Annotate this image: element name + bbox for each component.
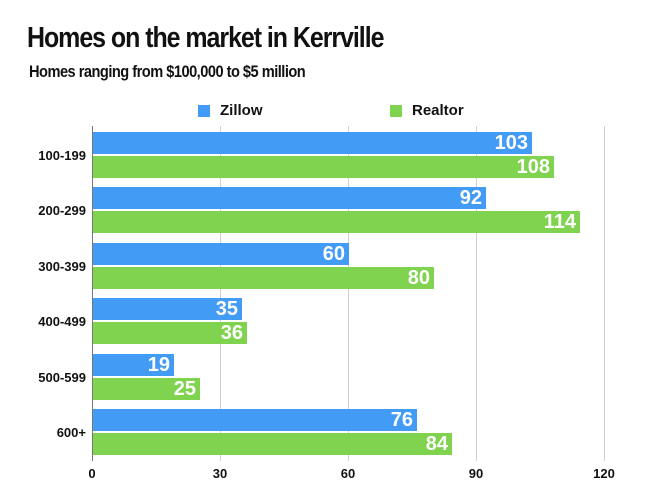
bar-realtor: 25: [93, 378, 200, 400]
bar-realtor: 84: [93, 433, 452, 455]
category-label: 100-199: [38, 148, 86, 163]
bar-zillow: 103: [93, 132, 532, 154]
category-label: 500-599: [38, 370, 86, 385]
bar-zillow: 92: [93, 187, 486, 209]
bar-value: 114: [543, 210, 576, 233]
category-label: 200-299: [38, 203, 86, 218]
category-label: 600+: [56, 425, 86, 440]
category-label: 400-499: [38, 314, 86, 329]
bar-value: 60: [322, 242, 345, 265]
legend-item-realtor: Realtor: [390, 102, 464, 119]
bar-zillow: 60: [93, 243, 349, 265]
bar-value: 19: [147, 353, 170, 376]
bar-value: 36: [220, 321, 243, 344]
legend-swatch-realtor: [390, 104, 402, 117]
chart-title: Homes on the market in Kerrville: [27, 22, 384, 54]
bar-value: 76: [390, 408, 413, 431]
y-axis-line: [92, 126, 93, 461]
category-label: 300-399: [38, 259, 86, 274]
bar-realtor: 108: [93, 156, 554, 178]
x-tick-label: 0: [88, 466, 96, 481]
bar-value: 84: [425, 432, 448, 455]
bar-realtor: 114: [93, 211, 580, 233]
gridline-60: [348, 126, 349, 461]
bar-value: 80: [407, 266, 430, 289]
bar-realtor: 36: [93, 322, 247, 344]
legend-label-realtor: Realtor: [412, 102, 464, 119]
bar-value: 92: [459, 186, 482, 209]
bar-value: 108: [516, 155, 550, 178]
bar-zillow: 35: [93, 298, 242, 320]
legend-swatch-zillow: [198, 104, 210, 117]
gridline-30: [220, 126, 221, 461]
chart-subtitle: Homes ranging from $100,000 to $5 millio…: [29, 62, 306, 81]
legend-item-zillow: Zillow: [198, 102, 263, 119]
x-tick-label: 90: [468, 466, 484, 481]
gridline-90: [476, 126, 477, 461]
bar-value: 35: [215, 297, 238, 320]
legend-label-zillow: Zillow: [220, 102, 263, 119]
bar-zillow: 19: [93, 354, 174, 376]
bar-zillow: 76: [93, 409, 417, 431]
gridline-120: [604, 126, 605, 461]
bar-realtor: 80: [93, 267, 434, 289]
bar-value: 103: [494, 131, 528, 154]
x-tick-label: 120: [593, 466, 615, 481]
x-tick-label: 60: [340, 466, 356, 481]
x-tick-label: 30: [212, 466, 228, 481]
bar-value: 25: [173, 377, 196, 400]
